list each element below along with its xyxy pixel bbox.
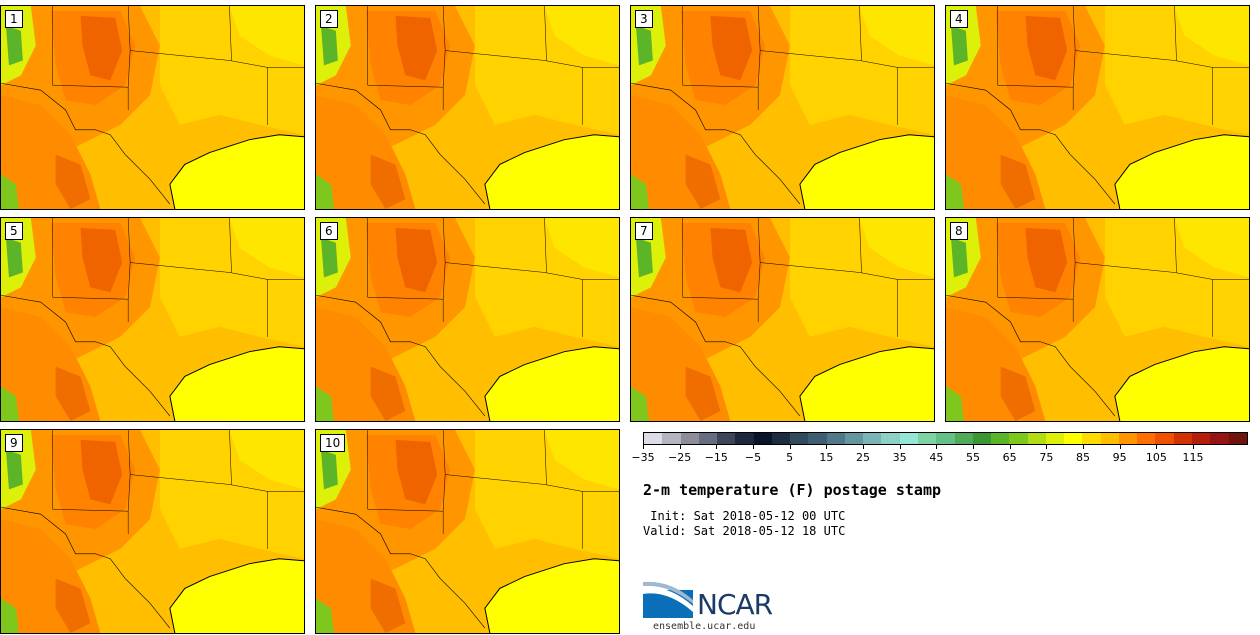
stamp-panel-4: 4	[945, 5, 1250, 210]
colorbar-segment	[1210, 433, 1229, 444]
colorbar-tick-label: −5	[744, 451, 762, 464]
colorbar-ticks: −35 −25 −15 −5 5 15 25 35 45 55 65 75 85 95 105 115	[631, 445, 1248, 465]
colorbar-tick-label: 105	[1145, 451, 1167, 464]
colorbar-tick	[1193, 445, 1194, 449]
colorbar-segment	[1137, 433, 1156, 444]
stamp-panel-label: 5	[5, 222, 23, 240]
stamp-panel-label: 8	[950, 222, 968, 240]
colorbar-segment	[1027, 433, 1046, 444]
stamp-panel-2: 2	[315, 5, 620, 210]
colorbar-segment	[644, 433, 663, 444]
stamp-panel-5: 5	[0, 217, 305, 422]
colorbar-tick	[936, 445, 938, 449]
colorbar-tick-label: −35	[631, 451, 655, 464]
colorbar-segment	[954, 433, 973, 444]
colorbar-segment	[899, 433, 918, 444]
colorbar-tick	[1156, 445, 1158, 449]
colorbar-segment	[680, 433, 699, 444]
colorbar-tick-label: 25	[856, 451, 870, 464]
colorbar-segment	[753, 433, 772, 444]
colorbar-tick-label: −25	[668, 451, 692, 464]
init-time: Init: Sat 2018-05-12 00 UTC	[643, 509, 846, 523]
colorbar-tick-label: 15	[819, 451, 834, 464]
colorbar-segment	[808, 433, 827, 444]
figure-title: 2-m temperature (F) postage stamp	[643, 481, 942, 499]
colorbar-segment	[662, 433, 681, 444]
colorbar-tick-label: 35	[892, 451, 907, 464]
colorbar-segment	[881, 433, 900, 444]
colorbar-tick-label: 45	[929, 451, 944, 464]
stamp-panel-label: 6	[320, 222, 338, 240]
colorbar-tick-label: 5	[786, 451, 794, 464]
colorbar-segment	[936, 433, 955, 444]
stamp-panel-3: 3	[630, 5, 935, 210]
colorbar-segment	[863, 433, 882, 444]
stamp-panel-10: 10	[315, 429, 620, 634]
colorbar-tick-label: 55	[966, 451, 980, 464]
valid-time: Valid: Sat 2018-05-12 18 UTC	[643, 524, 846, 538]
colorbar-segment	[1173, 433, 1192, 444]
colorbar-tick	[826, 445, 828, 449]
colorbar-segment	[1118, 433, 1138, 444]
colorbar-tick-label: 65	[1002, 451, 1017, 464]
stamp-panel-8: 8	[945, 217, 1250, 422]
colorbar-segment	[1100, 433, 1119, 444]
colorbar-segment	[735, 433, 754, 444]
colorbar-tick	[973, 445, 974, 449]
ncar-logo-text: NCAR	[697, 588, 773, 621]
colorbar-segment	[1191, 433, 1211, 444]
stamp-panel-label: 1	[5, 10, 23, 28]
colorbar-tick-label: 95	[1112, 451, 1127, 464]
colorbar-segment	[1064, 433, 1083, 444]
colorbar-tick	[716, 445, 718, 449]
colorbar-tick	[1009, 445, 1011, 449]
stamp-panel-label: 7	[635, 222, 653, 240]
colorbar-tick-label: 75	[1039, 451, 1054, 464]
temperature-colorbar	[643, 432, 1248, 445]
colorbar-segment	[1045, 433, 1065, 444]
colorbar-segment	[844, 433, 864, 444]
stamp-panel-9: 9	[0, 429, 305, 634]
stamp-panel-label: 9	[5, 434, 23, 452]
stamp-panel-6: 6	[315, 217, 620, 422]
colorbar-tick	[679, 445, 681, 449]
stamp-panel-1: 1	[0, 5, 305, 210]
colorbar-tick-label: −15	[704, 451, 728, 464]
colorbar-tick-label: 85	[1076, 451, 1090, 464]
ncar-logo-icon	[643, 581, 693, 618]
colorbar-segment	[1082, 433, 1101, 444]
colorbar-tick	[1119, 445, 1121, 449]
colorbar-tick	[789, 445, 791, 449]
colorbar-tick	[1083, 445, 1084, 449]
colorbar-segment	[790, 433, 809, 444]
colorbar-tick	[753, 445, 754, 449]
colorbar-segment	[1155, 433, 1174, 444]
colorbar-segment	[717, 433, 736, 444]
colorbar-segment	[1009, 433, 1028, 444]
stamp-panel-label: 4	[950, 10, 968, 28]
stamp-panel-label: 3	[635, 10, 653, 28]
stamp-panel-label: 2	[320, 10, 338, 28]
colorbar-tick	[643, 445, 644, 449]
colorbar-tick	[899, 445, 901, 449]
colorbar-segment	[991, 433, 1010, 444]
colorbar-segment	[1228, 433, 1247, 444]
colorbar-tick-label: 115	[1182, 451, 1204, 464]
ncar-url: ensemble.ucar.edu	[653, 621, 756, 632]
stamp-panel-7: 7	[630, 217, 935, 422]
colorbar-tick	[1046, 445, 1048, 449]
colorbar-tick	[863, 445, 864, 449]
colorbar-segment	[771, 433, 791, 444]
colorbar-segment	[972, 433, 992, 444]
colorbar-segment	[826, 433, 845, 444]
colorbar-segment	[698, 433, 718, 444]
stamp-panel-label: 10	[320, 434, 346, 452]
colorbar-segment	[917, 433, 937, 444]
